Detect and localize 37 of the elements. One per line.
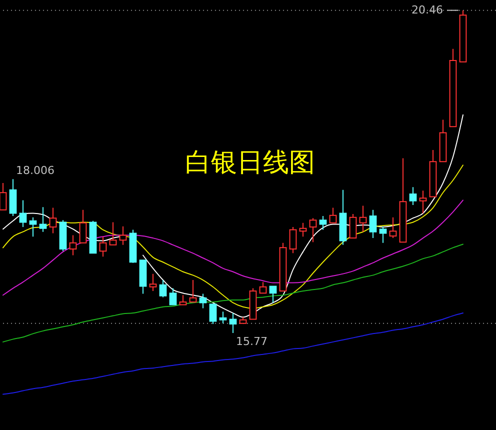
candlestick [199,293,207,309]
candlestick [299,222,307,238]
candlestick [109,222,117,246]
candlestick [209,304,217,325]
text: 白银日线图 [185,148,315,178]
candlestick [189,280,197,303]
candlestick [229,312,237,334]
candlestick [269,286,277,304]
candlestick [419,190,427,214]
candlestick [49,207,57,234]
candlestick [119,226,127,246]
candlestick [309,218,317,243]
candlestick [259,282,267,294]
candlestick [389,216,397,239]
candlestick [99,236,107,258]
candlestick [329,207,337,224]
candlestick [289,226,297,254]
candlestick [409,186,417,206]
candlestick [359,205,367,232]
candlestick [29,216,37,238]
candlestick [369,209,377,239]
candlestick [19,200,27,228]
annotation: 18.006 [16,164,54,177]
candlestick [219,311,227,324]
candlestick [69,234,77,256]
annotation: 20.46 [412,3,443,16]
candlestick [179,294,187,306]
candlestick [39,206,47,232]
candlestick [159,280,167,298]
annotation: 15.77 [236,335,268,348]
candlestick [169,288,177,306]
candlestick [319,216,327,230]
candlestick [9,178,17,217]
candlestick [379,226,387,244]
candlestick [79,209,87,244]
candlestick [349,213,357,239]
candlestick [149,273,157,292]
